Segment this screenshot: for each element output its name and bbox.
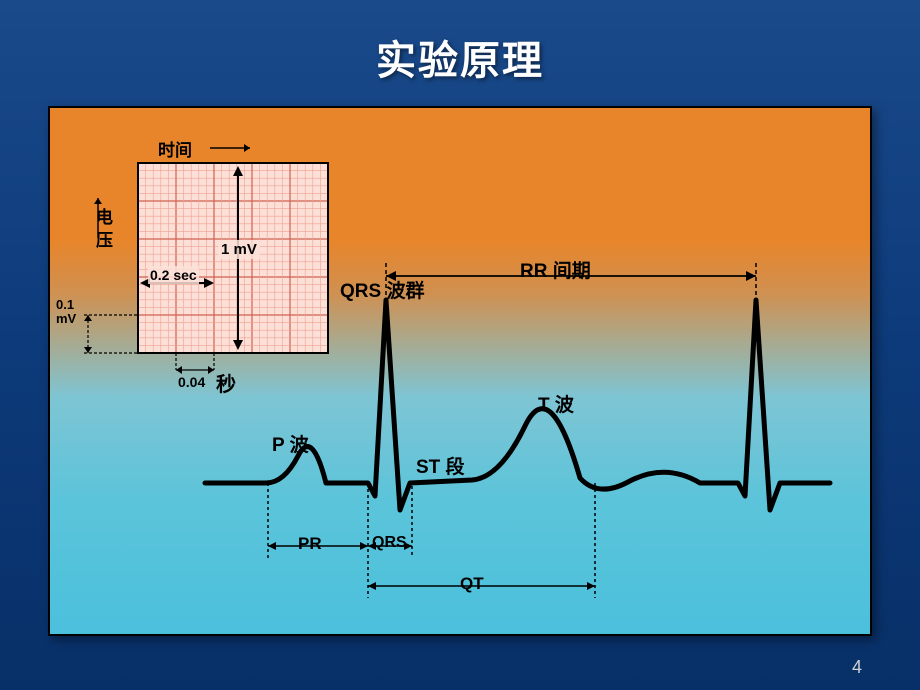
- st-segment-label: ST 段: [416, 452, 465, 479]
- slide-title: 实验原理: [0, 0, 920, 106]
- inner-02sec-label: 0.2 sec: [148, 266, 199, 284]
- pr-interval-label: PR: [298, 534, 322, 554]
- page-number: 4: [852, 657, 862, 678]
- p-wave-label: P 波: [272, 430, 309, 457]
- outer-01mv-label: 0.1mV: [56, 298, 76, 327]
- outer-01mv-text: 0.1mV: [56, 297, 76, 326]
- outer-004-label: 0.04: [178, 374, 205, 390]
- qt-interval-label: QT: [460, 574, 484, 594]
- qrs-complex-label: QRS 波群: [340, 276, 424, 303]
- inner-1mv-label: 1 mV: [218, 240, 260, 259]
- diagram-svg: [50, 108, 874, 638]
- rr-interval-label: RR 间期: [520, 256, 591, 283]
- sec-cn-label: 秒: [216, 368, 236, 397]
- qrs-interval-label: QRS: [372, 534, 407, 552]
- ecg-diagram-frame: 时间 电压 1 mV 0.2 sec 0.1mV 0.04 秒 P 波 QRS …: [48, 106, 872, 636]
- time-axis-label: 时间: [158, 136, 192, 161]
- t-wave-label: T 波: [538, 390, 574, 417]
- voltage-axis-label: 电压: [90, 208, 115, 254]
